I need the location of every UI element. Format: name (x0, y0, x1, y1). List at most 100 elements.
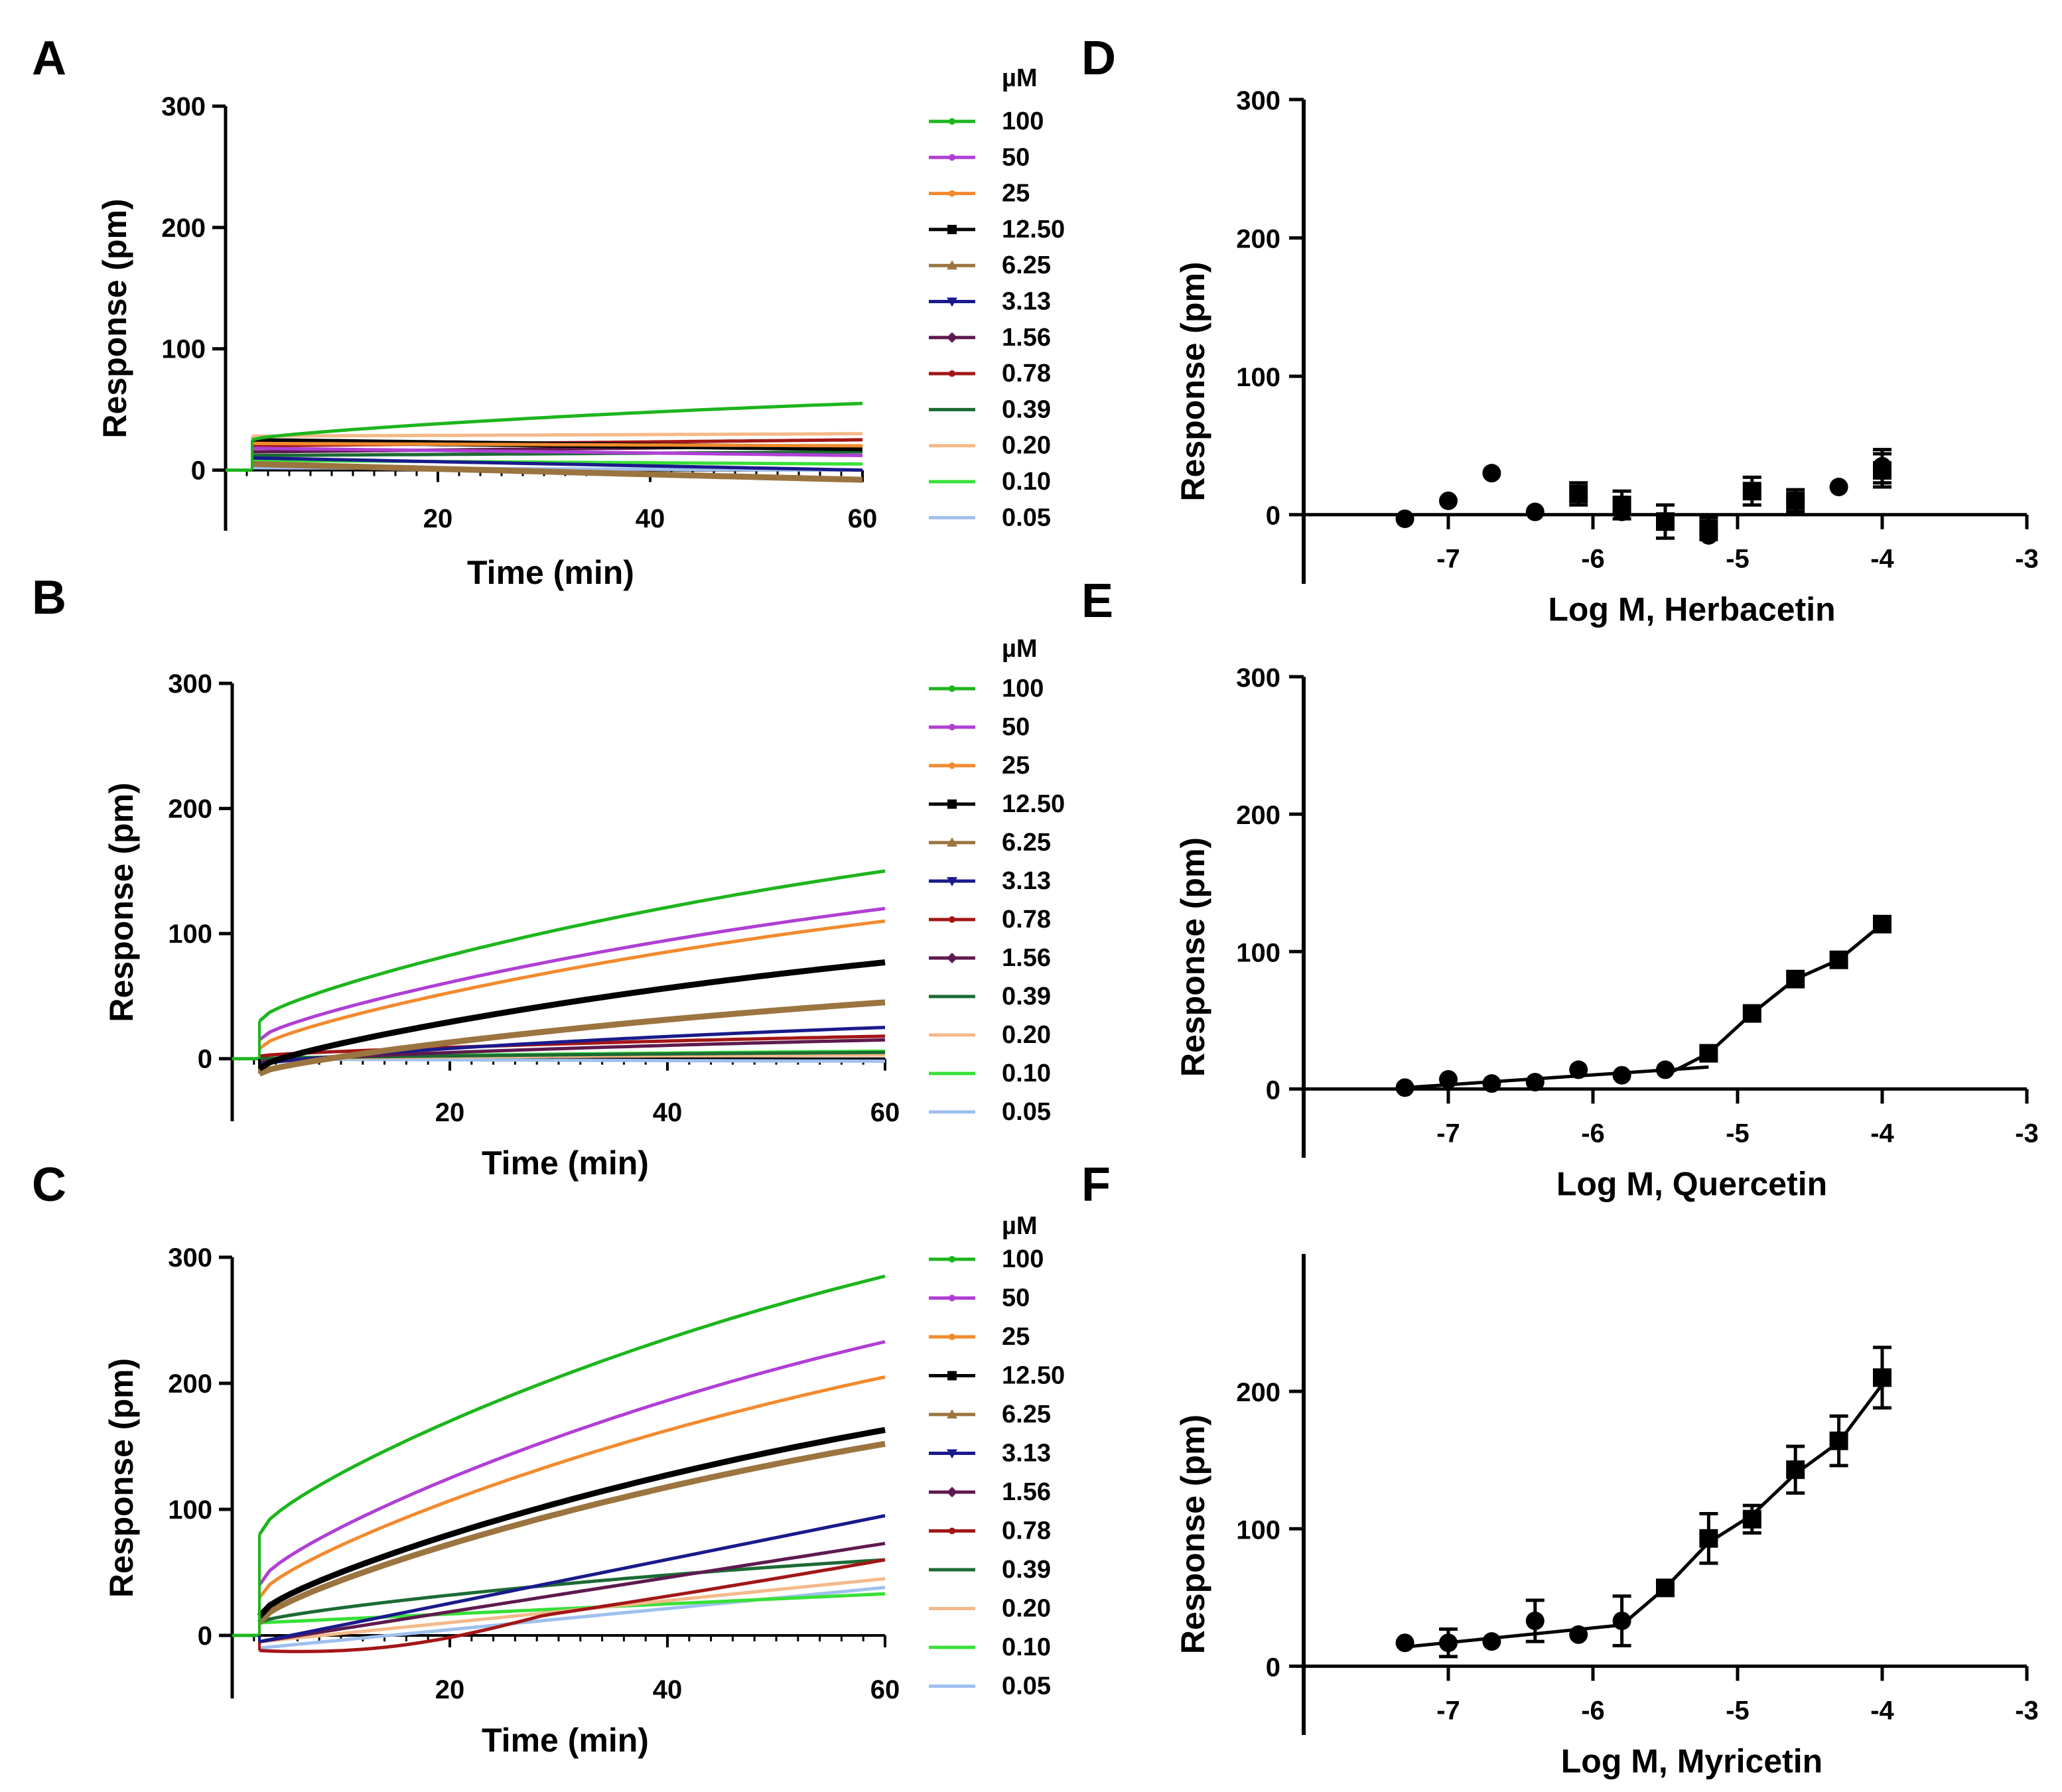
y-tick-label-B: 200 (168, 795, 212, 824)
legend-marker-C (947, 1409, 957, 1418)
legend-label-B: 0.20 (1002, 1021, 1051, 1049)
data-point-circle-E (1439, 1069, 1458, 1089)
x-tick-label-E: -6 (1581, 1119, 1605, 1148)
legend-label-B: 50 (1002, 713, 1030, 741)
data-point-square-F (1699, 1529, 1718, 1548)
x-axis-title-A: Time (min) (467, 554, 634, 591)
legend-marker-A (949, 118, 955, 125)
legend-marker-C (949, 1294, 955, 1302)
series-line-B-25 (258, 919, 886, 1050)
data-point-circle-D (1829, 478, 1848, 496)
panel-label-B: B (32, 571, 66, 624)
data-point-square-D (1873, 460, 1891, 480)
legend-label-C: 25 (1002, 1323, 1030, 1351)
y-tick-label-F: 200 (1236, 1378, 1280, 1407)
legend-marker-B (947, 877, 957, 886)
legend-marker-B (947, 799, 957, 809)
x-tick-label-D: -7 (1436, 545, 1460, 574)
data-point-square-F (1829, 1431, 1848, 1450)
y-tick-label-A: 100 (161, 335, 206, 364)
x-tick-label-D: -6 (1581, 545, 1605, 574)
legend-label-C: 0.20 (1002, 1595, 1051, 1623)
data-point-square-E (1699, 1044, 1718, 1063)
legend-label-B: 25 (1002, 752, 1030, 780)
x-tick-label-D: -3 (2015, 545, 2039, 574)
panel-label-F: F (1081, 1158, 1111, 1211)
x-tick-label-B: 20 (435, 1098, 465, 1127)
x-axis-title-B: Time (min) (482, 1144, 649, 1182)
data-point-circle-F (1525, 1612, 1545, 1631)
data-point-square-E (1873, 914, 1891, 933)
legend-marker-A (949, 190, 955, 197)
series-line-C-3.13 (259, 1514, 886, 1643)
series-line-C-0.10 (259, 1592, 886, 1625)
legend-label-A: 3.13 (1002, 288, 1051, 316)
legend-label-C: 0.05 (1002, 1673, 1051, 1700)
panel-label-E: E (1081, 575, 1113, 628)
legend-marker-B (949, 685, 955, 692)
legend-label-B: 6.25 (1002, 829, 1051, 857)
legend-label-A: 25 (1002, 180, 1030, 208)
legend-label-B: 0.78 (1002, 906, 1051, 933)
y-axis-title-B: Response (pm) (103, 782, 140, 1022)
x-tick-label-E: -4 (1870, 1119, 1894, 1148)
fit-line-F (1405, 1623, 1622, 1649)
data-point-circle-E (1569, 1060, 1588, 1079)
series-line-C-6.25 (257, 1440, 886, 1625)
series-line-A-0.20 (251, 432, 863, 438)
legend-label-C: 6.25 (1002, 1401, 1051, 1428)
legend-label-B: 12.50 (1002, 790, 1065, 818)
data-point-square-F (1656, 1578, 1675, 1598)
legend-title-B: µM (1002, 635, 1038, 663)
data-point-square-E (1742, 1004, 1761, 1023)
legend-marker-A (947, 260, 957, 270)
y-axis-title-D: Response (pm) (1174, 261, 1211, 501)
x-axis-title-D: Log M, Herbacetin (1548, 591, 1835, 628)
y-axis-title-A: Response (pm) (96, 198, 133, 438)
legend-label-C: 12.50 (1002, 1362, 1065, 1390)
data-point-circle-F (1395, 1633, 1414, 1653)
legend-marker-B (947, 837, 957, 847)
y-tick-label-D: 300 (1236, 86, 1280, 115)
legend-title-A: µM (1002, 64, 1038, 92)
legend-label-C: 3.13 (1002, 1440, 1051, 1468)
legend-label-B: 1.56 (1002, 944, 1051, 972)
x-tick-label-E: -3 (2015, 1119, 2039, 1148)
x-tick-label-F: -5 (1726, 1696, 1750, 1725)
legend-marker-C (949, 1256, 955, 1263)
y-axis-title-C: Response (pm) (103, 1358, 140, 1598)
data-point-circle-F (1439, 1633, 1458, 1653)
x-axis-title-E: Log M, Quercetin (1556, 1165, 1827, 1202)
data-point-square-D (1612, 496, 1631, 515)
legend-marker-C (949, 1334, 955, 1340)
data-point-circle-F (1482, 1632, 1501, 1651)
data-point-square-F (1742, 1509, 1761, 1529)
data-point-circle-D (1439, 491, 1458, 510)
data-point-circle-E (1525, 1073, 1545, 1092)
y-tick-label-E: 200 (1236, 801, 1280, 830)
x-tick-label-D: -5 (1726, 545, 1750, 574)
legend-marker-B (947, 953, 957, 963)
y-tick-label-C: 300 (168, 1243, 212, 1273)
data-point-circle-E (1656, 1060, 1675, 1079)
y-tick-label-B: 100 (168, 920, 212, 949)
legend-label-C: 0.10 (1002, 1633, 1051, 1661)
fit-line-E (1664, 922, 1884, 1077)
legend-label-A: 12.50 (1002, 216, 1065, 243)
data-point-square-F (1873, 1368, 1891, 1387)
legend-label-B: 100 (1002, 675, 1044, 703)
data-point-circle-D (1482, 464, 1501, 483)
data-point-circle-F (1612, 1612, 1631, 1631)
panel-label-C: C (32, 1158, 66, 1211)
series-line-A-0.39 (251, 450, 863, 458)
series-line-C-12.50 (257, 1426, 886, 1619)
x-tick-label-F: -4 (1870, 1696, 1894, 1725)
x-tick-label-F: -3 (2015, 1696, 2039, 1725)
x-axis-title-F: Log M, Myricetin (1561, 1742, 1822, 1779)
legend-marker-A (949, 370, 955, 378)
x-tick-label-B: 40 (653, 1098, 683, 1127)
legend-label-C: 50 (1002, 1284, 1030, 1312)
y-tick-label-C: 100 (168, 1495, 212, 1525)
data-point-circle-F (1569, 1625, 1588, 1644)
